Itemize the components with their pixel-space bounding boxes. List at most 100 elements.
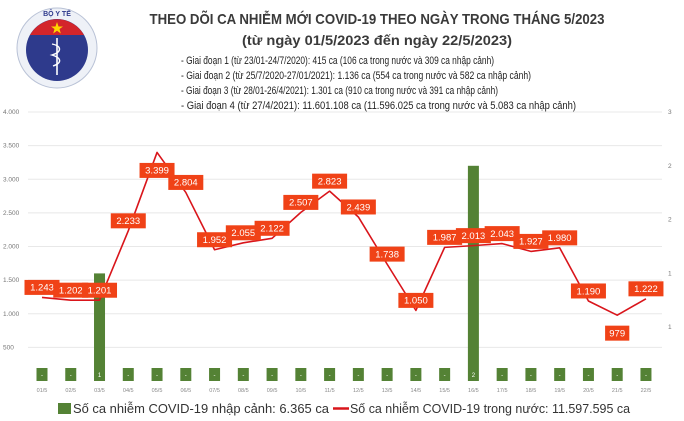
x-tick-label: 07/5 bbox=[209, 388, 220, 394]
bar-label: - bbox=[41, 373, 43, 379]
bar-label: - bbox=[444, 373, 446, 379]
x-tick-label: 21/5 bbox=[612, 388, 623, 394]
x-tick-label: 05/5 bbox=[152, 388, 163, 394]
data-label: 1.952 bbox=[203, 235, 227, 246]
bar bbox=[180, 368, 192, 381]
left-tick-label: 1.000 bbox=[3, 311, 20, 318]
bar bbox=[467, 165, 479, 381]
data-label: 1.927 bbox=[519, 237, 543, 248]
x-tick-label: 17/5 bbox=[497, 388, 508, 394]
bar bbox=[496, 368, 508, 381]
data-label: 2.233 bbox=[116, 216, 140, 227]
left-tick-label: 2.000 bbox=[3, 244, 20, 251]
bar-label: - bbox=[559, 373, 561, 379]
data-label-box bbox=[484, 226, 520, 242]
bar bbox=[122, 368, 134, 381]
data-label-box bbox=[53, 282, 89, 298]
bar-label: - bbox=[415, 373, 417, 379]
bar-label: - bbox=[501, 373, 503, 379]
bar bbox=[554, 368, 566, 381]
data-label-box bbox=[513, 233, 549, 249]
chart-subtitle: (từ ngày 01/5/2023 đến ngày 22/5/2023) bbox=[242, 32, 512, 48]
data-label: 2.823 bbox=[318, 176, 342, 187]
data-label: 2.055 bbox=[231, 228, 255, 239]
ministry-of-health-logo: BỘ Y TẾ bbox=[16, 7, 98, 89]
data-label: 1.190 bbox=[577, 286, 601, 297]
x-axis: 01/5 02/5 03/5 04/5 05/5 06/5 07/5 08/5 09/5 10/5… bbox=[37, 388, 652, 394]
x-tick-label: 13/5 bbox=[382, 388, 393, 394]
x-tick-label: 04/5 bbox=[123, 388, 134, 394]
data-label-box bbox=[570, 283, 606, 299]
bar bbox=[36, 368, 48, 381]
data-label-box bbox=[82, 282, 118, 298]
data-label: 1.987 bbox=[433, 233, 457, 244]
legend-bar-label: Số ca nhiễm COVID-19 nhập cảnh: 6.365 ca bbox=[73, 401, 329, 416]
bar bbox=[582, 368, 594, 381]
legend-line-label: Số ca nhiễm COVID-19 trong nước: 11.597.… bbox=[350, 401, 630, 416]
bar bbox=[640, 368, 652, 381]
legend-bar-swatch bbox=[58, 403, 71, 414]
bar-label: - bbox=[329, 373, 331, 379]
right-tick-label: 2 bbox=[668, 163, 672, 170]
x-tick-label: 11/5 bbox=[324, 388, 334, 394]
x-tick-label: 09/5 bbox=[267, 388, 278, 394]
x-tick-label: 03/5 bbox=[94, 388, 105, 394]
x-tick-label: 20/5 bbox=[583, 388, 594, 394]
bar-label: - bbox=[357, 373, 359, 379]
data-label-box bbox=[542, 230, 578, 246]
bar-label: - bbox=[587, 373, 589, 379]
bar-label: - bbox=[156, 373, 158, 379]
bar-label: - bbox=[271, 373, 273, 379]
data-label-box bbox=[254, 220, 290, 236]
data-label: 2.043 bbox=[490, 229, 514, 240]
bar-label: - bbox=[70, 373, 72, 379]
x-tick-label: 19/5 bbox=[554, 388, 565, 394]
data-label: 1.201 bbox=[88, 286, 112, 297]
x-tick-label: 10/5 bbox=[295, 388, 306, 394]
bar bbox=[151, 368, 163, 381]
bar bbox=[352, 368, 364, 381]
data-label-box bbox=[110, 213, 146, 229]
bar bbox=[324, 368, 336, 381]
data-label: 1.050 bbox=[404, 296, 428, 307]
bar bbox=[94, 273, 106, 381]
x-tick-label: 14/5 bbox=[411, 388, 422, 394]
bar bbox=[611, 368, 623, 381]
phase-2-text: - Giai đoạn 2 (từ 25/7/2020-27/01/2021):… bbox=[181, 70, 531, 82]
bar-label: - bbox=[185, 373, 187, 379]
left-tick-label: 500 bbox=[3, 344, 14, 351]
data-label-box bbox=[312, 173, 348, 189]
data-label-box bbox=[340, 199, 376, 215]
data-label-box bbox=[605, 325, 630, 341]
data-label-box bbox=[197, 232, 233, 248]
data-label: 2.439 bbox=[346, 202, 370, 213]
left-tick-label: 3.500 bbox=[3, 143, 20, 150]
data-label-box bbox=[168, 174, 204, 190]
data-label: 2.013 bbox=[462, 231, 486, 242]
data-label: 1.980 bbox=[548, 233, 572, 244]
x-tick-label: 02/5 bbox=[65, 388, 76, 394]
right-tick-label: 3 bbox=[668, 109, 672, 116]
legend: Số ca nhiễm COVID-19 nhập cảnh: 6.365 ca… bbox=[58, 401, 630, 416]
bar bbox=[209, 368, 221, 381]
data-label-box bbox=[225, 225, 261, 241]
left-tick-label: 1.500 bbox=[3, 277, 20, 284]
data-label: 1.738 bbox=[375, 249, 399, 260]
x-tick-label: 06/5 bbox=[180, 388, 191, 394]
data-label-box bbox=[24, 279, 60, 295]
x-tick-label: 18/5 bbox=[526, 388, 537, 394]
data-label-box bbox=[398, 292, 434, 308]
data-label: 1.202 bbox=[59, 285, 83, 296]
bar-label: - bbox=[127, 373, 129, 379]
right-tick-label: 1 bbox=[668, 324, 672, 331]
bar bbox=[410, 368, 422, 381]
x-tick-label: 16/5 bbox=[468, 388, 479, 394]
bar bbox=[237, 368, 249, 381]
bar bbox=[525, 368, 537, 381]
bar-label: - bbox=[214, 373, 216, 379]
bar-label: - bbox=[530, 373, 532, 379]
phase-4-text: - Giai đoạn 4 (từ 27/4/2021): 11.601.108… bbox=[181, 100, 576, 112]
right-tick-label: 2 bbox=[668, 217, 672, 224]
bar-series: - - 1 - - - - - - - - - - - - 2 - - - - - - bbox=[36, 165, 652, 381]
